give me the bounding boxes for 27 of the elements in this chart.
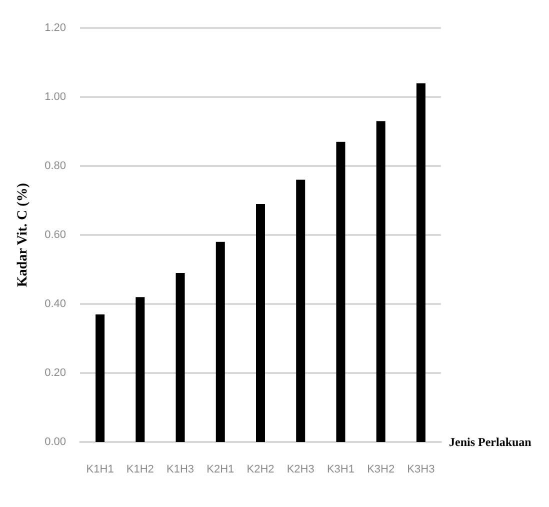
x-tick-label: K1H3 (166, 464, 194, 476)
x-tick-label: K2H1 (206, 464, 234, 476)
y-tick-label: 0.80 (44, 160, 66, 172)
y-tick-label: 0.00 (44, 436, 66, 448)
x-tick-label: K3H1 (326, 464, 354, 476)
y-tick-label: 1.20 (44, 22, 66, 34)
bar (136, 297, 145, 442)
y-tick-label: 1.00 (44, 91, 66, 103)
x-tick-label: K1H2 (126, 464, 154, 476)
bar (296, 180, 306, 442)
bar (256, 204, 265, 442)
bar (216, 242, 225, 442)
bar (376, 121, 386, 442)
y-tick-label: 0.60 (44, 229, 66, 241)
y-axis-title: Kadar Vit. C (%) (16, 182, 30, 287)
bar (176, 272, 185, 442)
bar (416, 83, 426, 442)
x-tick-label: K1H1 (86, 464, 114, 476)
x-tick-label: K3H3 (407, 464, 435, 476)
x-tick-label: K2H2 (246, 464, 274, 476)
x-tick-label: K2H3 (286, 464, 314, 476)
x-axis-title: Jenis Perlakuan (449, 435, 532, 449)
bar (336, 142, 346, 442)
y-tick-label: 0.20 (44, 367, 66, 379)
y-tick-label: 0.40 (44, 298, 66, 310)
x-tick-label: K3H2 (367, 464, 395, 476)
bar (96, 314, 105, 442)
